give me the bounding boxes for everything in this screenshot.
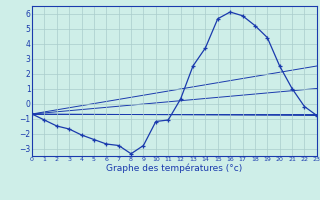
X-axis label: Graphe des températures (°c): Graphe des températures (°c) <box>106 164 243 173</box>
